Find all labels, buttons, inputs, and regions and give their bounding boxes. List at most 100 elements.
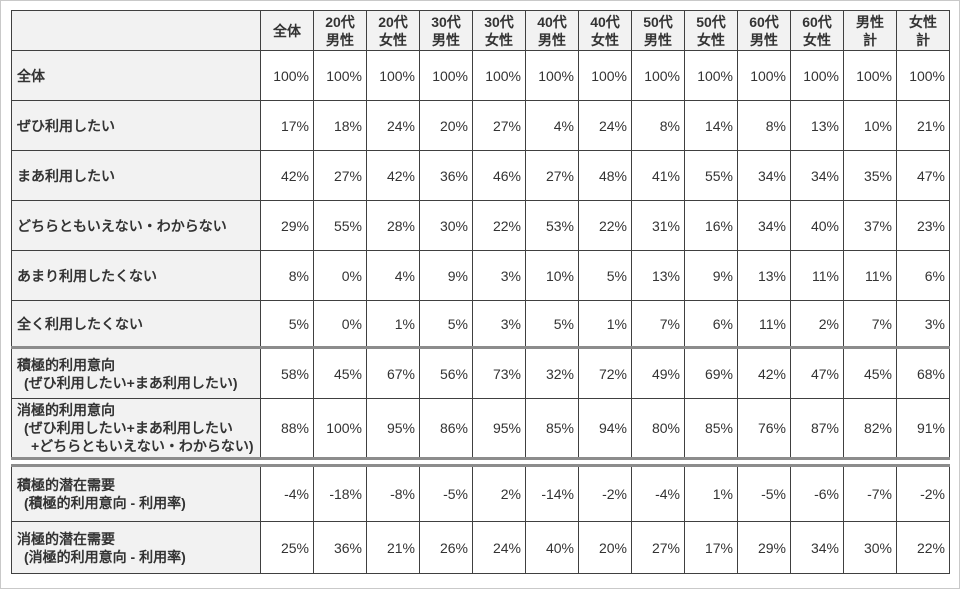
value-cell: 69% xyxy=(684,346,738,399)
value-cell: 100% xyxy=(313,398,367,460)
value-cell: 1% xyxy=(578,300,632,348)
value-cell: 47% xyxy=(896,150,950,201)
value-cell: 20% xyxy=(578,521,632,574)
value-cell: 8% xyxy=(260,250,314,301)
value-cell: 24% xyxy=(578,100,632,151)
value-cell: 11% xyxy=(843,250,897,301)
value-cell: 22% xyxy=(578,200,632,251)
column-header: 20代 男性 xyxy=(313,10,367,51)
value-cell: 55% xyxy=(313,200,367,251)
value-cell: 94% xyxy=(578,398,632,460)
value-cell: 21% xyxy=(366,521,420,574)
value-cell: 31% xyxy=(631,200,685,251)
column-header: 30代 男性 xyxy=(419,10,473,51)
potential-demand-table: 積極的潜在需要 (積極的利用意向 - 利用率) -4% -18% -8% -5% 2% -1… xyxy=(11,464,950,574)
table-row: 積極的潜在需要 (積極的利用意向 - 利用率) -4% -18% -8% -5% 2% -1… xyxy=(11,464,950,522)
value-cell: 88% xyxy=(260,398,314,460)
value-cell: -4% xyxy=(260,464,314,522)
value-cell: 45% xyxy=(843,346,897,399)
header-row: 全体 20代 男性 20代 女性 30代 男性 30代 女性 40代 男性 40代 女性 50… xyxy=(11,10,950,51)
value-cell: 100% xyxy=(684,50,738,101)
value-cell: 42% xyxy=(366,150,420,201)
row-label-cell: どちらともいえない・わからない xyxy=(11,200,261,251)
value-cell: -6% xyxy=(790,464,844,522)
row-label-cell: 全体 xyxy=(11,50,261,101)
value-cell: 29% xyxy=(260,200,314,251)
row-label-cell: あまり利用したくない xyxy=(11,250,261,301)
value-cell: 11% xyxy=(790,250,844,301)
value-cell: 34% xyxy=(737,150,791,201)
row-label-cell: 積極的潜在需要 (積極的利用意向 - 利用率) xyxy=(11,464,261,522)
value-cell: -5% xyxy=(737,464,791,522)
value-cell: 36% xyxy=(419,150,473,201)
value-cell: 11% xyxy=(737,300,791,348)
value-cell: -5% xyxy=(419,464,473,522)
value-cell: 7% xyxy=(631,300,685,348)
column-header: 40代 男性 xyxy=(525,10,579,51)
value-cell: 2% xyxy=(472,464,526,522)
value-cell: 76% xyxy=(737,398,791,460)
column-header: 60代 男性 xyxy=(737,10,791,51)
value-cell: 58% xyxy=(260,346,314,399)
value-cell: 10% xyxy=(525,250,579,301)
value-cell: 3% xyxy=(472,300,526,348)
column-header: 20代 女性 xyxy=(366,10,420,51)
column-header: 50代 女性 xyxy=(684,10,738,51)
table-row: 全く利用したくない 5% 0% 1% 5% 3% 5% 1% 7% 6% 11% 2% 7% 3% xyxy=(11,300,950,348)
table-row: どちらともいえない・わからない 29% 55% 28% 30% 22% 53% 22% 31% 1… xyxy=(11,200,950,251)
value-cell: 34% xyxy=(790,150,844,201)
value-cell: 100% xyxy=(578,50,632,101)
value-cell: 4% xyxy=(525,100,579,151)
value-cell: 100% xyxy=(525,50,579,101)
column-header: 女性 計 xyxy=(896,10,950,51)
value-cell: 2% xyxy=(790,300,844,348)
column-header: 50代 男性 xyxy=(631,10,685,51)
value-cell: 22% xyxy=(896,521,950,574)
table-body-main: 全体 100% 100% 100% 100% 100% 100% 100% 100% 100% 10… xyxy=(11,50,950,460)
row-label-cell: 消極的利用意向 (ぜひ利用したい+まあ利用したい +どちらともいえない・わからな… xyxy=(11,398,261,460)
table-row: まあ利用したい 42% 27% 42% 36% 46% 27% 48% 41% 55% 34% 34%… xyxy=(11,150,950,201)
value-cell: 82% xyxy=(843,398,897,460)
value-cell: 23% xyxy=(896,200,950,251)
value-cell: 40% xyxy=(525,521,579,574)
value-cell: 100% xyxy=(260,50,314,101)
value-cell: 55% xyxy=(684,150,738,201)
column-header: 60代 女性 xyxy=(790,10,844,51)
value-cell: 25% xyxy=(260,521,314,574)
value-cell: 53% xyxy=(525,200,579,251)
usage-intention-table: 全体 20代 男性 20代 女性 30代 男性 30代 女性 40代 男性 40代 女性 50… xyxy=(11,10,950,460)
value-cell: 87% xyxy=(790,398,844,460)
value-cell: 29% xyxy=(737,521,791,574)
value-cell: 85% xyxy=(525,398,579,460)
value-cell: 35% xyxy=(843,150,897,201)
value-cell: 41% xyxy=(631,150,685,201)
row-label-cell: ぜひ利用したい xyxy=(11,100,261,151)
value-cell: 7% xyxy=(843,300,897,348)
value-cell: 47% xyxy=(790,346,844,399)
value-cell: 16% xyxy=(684,200,738,251)
value-cell: 30% xyxy=(843,521,897,574)
value-cell: 32% xyxy=(525,346,579,399)
value-cell: 27% xyxy=(313,150,367,201)
value-cell: 72% xyxy=(578,346,632,399)
value-cell: 100% xyxy=(366,50,420,101)
column-header: 男性 計 xyxy=(843,10,897,51)
value-cell: 56% xyxy=(419,346,473,399)
value-cell: 37% xyxy=(843,200,897,251)
row-label-cell: 積極的利用意向 (ぜひ利用したい+まあ利用したい) xyxy=(11,346,261,399)
value-cell: 24% xyxy=(472,521,526,574)
value-cell: 1% xyxy=(684,464,738,522)
value-cell: 68% xyxy=(896,346,950,399)
table-row: あまり利用したくない 8% 0% 4% 9% 3% 10% 5% 13% 9% 13% 11% 11% 6… xyxy=(11,250,950,301)
value-cell: 80% xyxy=(631,398,685,460)
value-cell: 17% xyxy=(260,100,314,151)
value-cell: 5% xyxy=(578,250,632,301)
value-cell: 9% xyxy=(684,250,738,301)
column-header: 40代 女性 xyxy=(578,10,632,51)
value-cell: 100% xyxy=(790,50,844,101)
row-label-cell: まあ利用したい xyxy=(11,150,261,201)
value-cell: 3% xyxy=(896,300,950,348)
value-cell: -2% xyxy=(896,464,950,522)
value-cell: 0% xyxy=(313,250,367,301)
table-row: ぜひ利用したい 17% 18% 24% 20% 27% 4% 24% 8% 14% 8% 13% 10%… xyxy=(11,100,950,151)
